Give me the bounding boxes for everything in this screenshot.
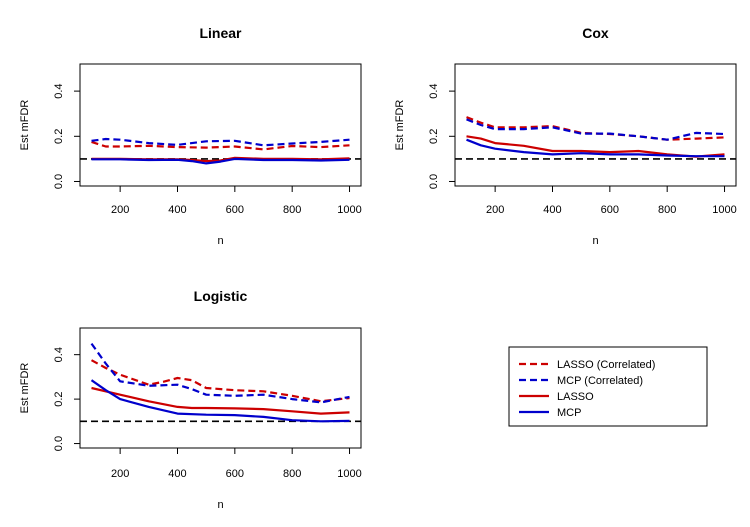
series-line-mcp bbox=[90, 379, 350, 423]
y-tick-label: 0.2 bbox=[53, 391, 65, 406]
legend: LASSO (Correlated) MCP (Correlated) LASSO M… bbox=[508, 346, 708, 427]
x-tick-label: 1000 bbox=[337, 468, 361, 480]
x-tick-label: 400 bbox=[543, 204, 561, 216]
y-axis-label: Est mFDR bbox=[19, 100, 31, 151]
series-line-lasso-correlated bbox=[466, 116, 725, 141]
panel-title: Linear bbox=[199, 25, 242, 41]
x-tick-label: 600 bbox=[601, 204, 619, 216]
y-tick-label: 0.4 bbox=[53, 83, 65, 98]
y-axis-label: Est mFDR bbox=[394, 100, 406, 151]
x-axis-label: n bbox=[217, 499, 223, 511]
panel-cox: Cox 200 400 600 800 1000 0.0 0.2 0.4 n Est mFDR bbox=[394, 25, 737, 247]
x-tick-label: 600 bbox=[226, 468, 244, 480]
x-tick-label: 400 bbox=[168, 468, 186, 480]
series-line-mcp-correlated bbox=[466, 118, 725, 141]
plot-frame bbox=[79, 63, 362, 187]
series-line-lasso-correlated bbox=[90, 359, 350, 403]
legend-label-mcp-correlated: MCP (Correlated) bbox=[557, 375, 643, 387]
x-tick-label: 800 bbox=[283, 468, 301, 480]
y-tick-label: 0.0 bbox=[428, 174, 440, 189]
panel-logistic: Logistic 200 400 600 800 1000 0.0 0.2 0.4 n Est mF… bbox=[19, 288, 362, 511]
x-tick-label: 200 bbox=[111, 204, 129, 216]
y-tick-label: 0.0 bbox=[53, 436, 65, 451]
x-tick-label: 400 bbox=[168, 204, 186, 216]
x-tick-label: 1000 bbox=[712, 204, 736, 216]
x-tick-label: 600 bbox=[226, 204, 244, 216]
legend-label-lasso: LASSO bbox=[557, 391, 594, 403]
x-tick-label: 800 bbox=[283, 204, 301, 216]
x-tick-label: 200 bbox=[486, 204, 504, 216]
panel-title: Logistic bbox=[194, 288, 248, 304]
series-line-mcp-correlated bbox=[91, 137, 350, 147]
y-axis-label: Est mFDR bbox=[19, 363, 31, 414]
y-tick-label: 0.2 bbox=[428, 129, 440, 144]
panel-linear: Linear 200 400 600 800 1000 0.0 0.2 0.4 n Est mFDR bbox=[19, 25, 362, 247]
x-axis-label: n bbox=[592, 235, 598, 247]
plot-frame bbox=[79, 327, 362, 449]
legend-label-lasso-correlated: LASSO (Correlated) bbox=[557, 359, 655, 371]
x-tick-label: 200 bbox=[111, 468, 129, 480]
legend-box bbox=[508, 346, 708, 427]
series-line-lasso-correlated bbox=[91, 140, 350, 151]
y-tick-label: 0.2 bbox=[53, 129, 65, 144]
x-tick-label: 1000 bbox=[337, 204, 361, 216]
y-tick-label: 0.4 bbox=[428, 83, 440, 98]
x-tick-label: 800 bbox=[658, 204, 676, 216]
series-line-lasso bbox=[91, 386, 350, 415]
plot-frame bbox=[454, 63, 737, 187]
series-line-mcp-correlated bbox=[90, 342, 350, 404]
y-tick-label: 0.0 bbox=[53, 174, 65, 189]
series-line-mcp bbox=[91, 157, 350, 165]
x-axis-label: n bbox=[217, 235, 223, 247]
panel-title: Cox bbox=[582, 25, 609, 41]
legend-label-mcp: MCP bbox=[557, 407, 581, 419]
series-line-mcp bbox=[466, 138, 725, 158]
y-tick-label: 0.4 bbox=[53, 347, 65, 362]
